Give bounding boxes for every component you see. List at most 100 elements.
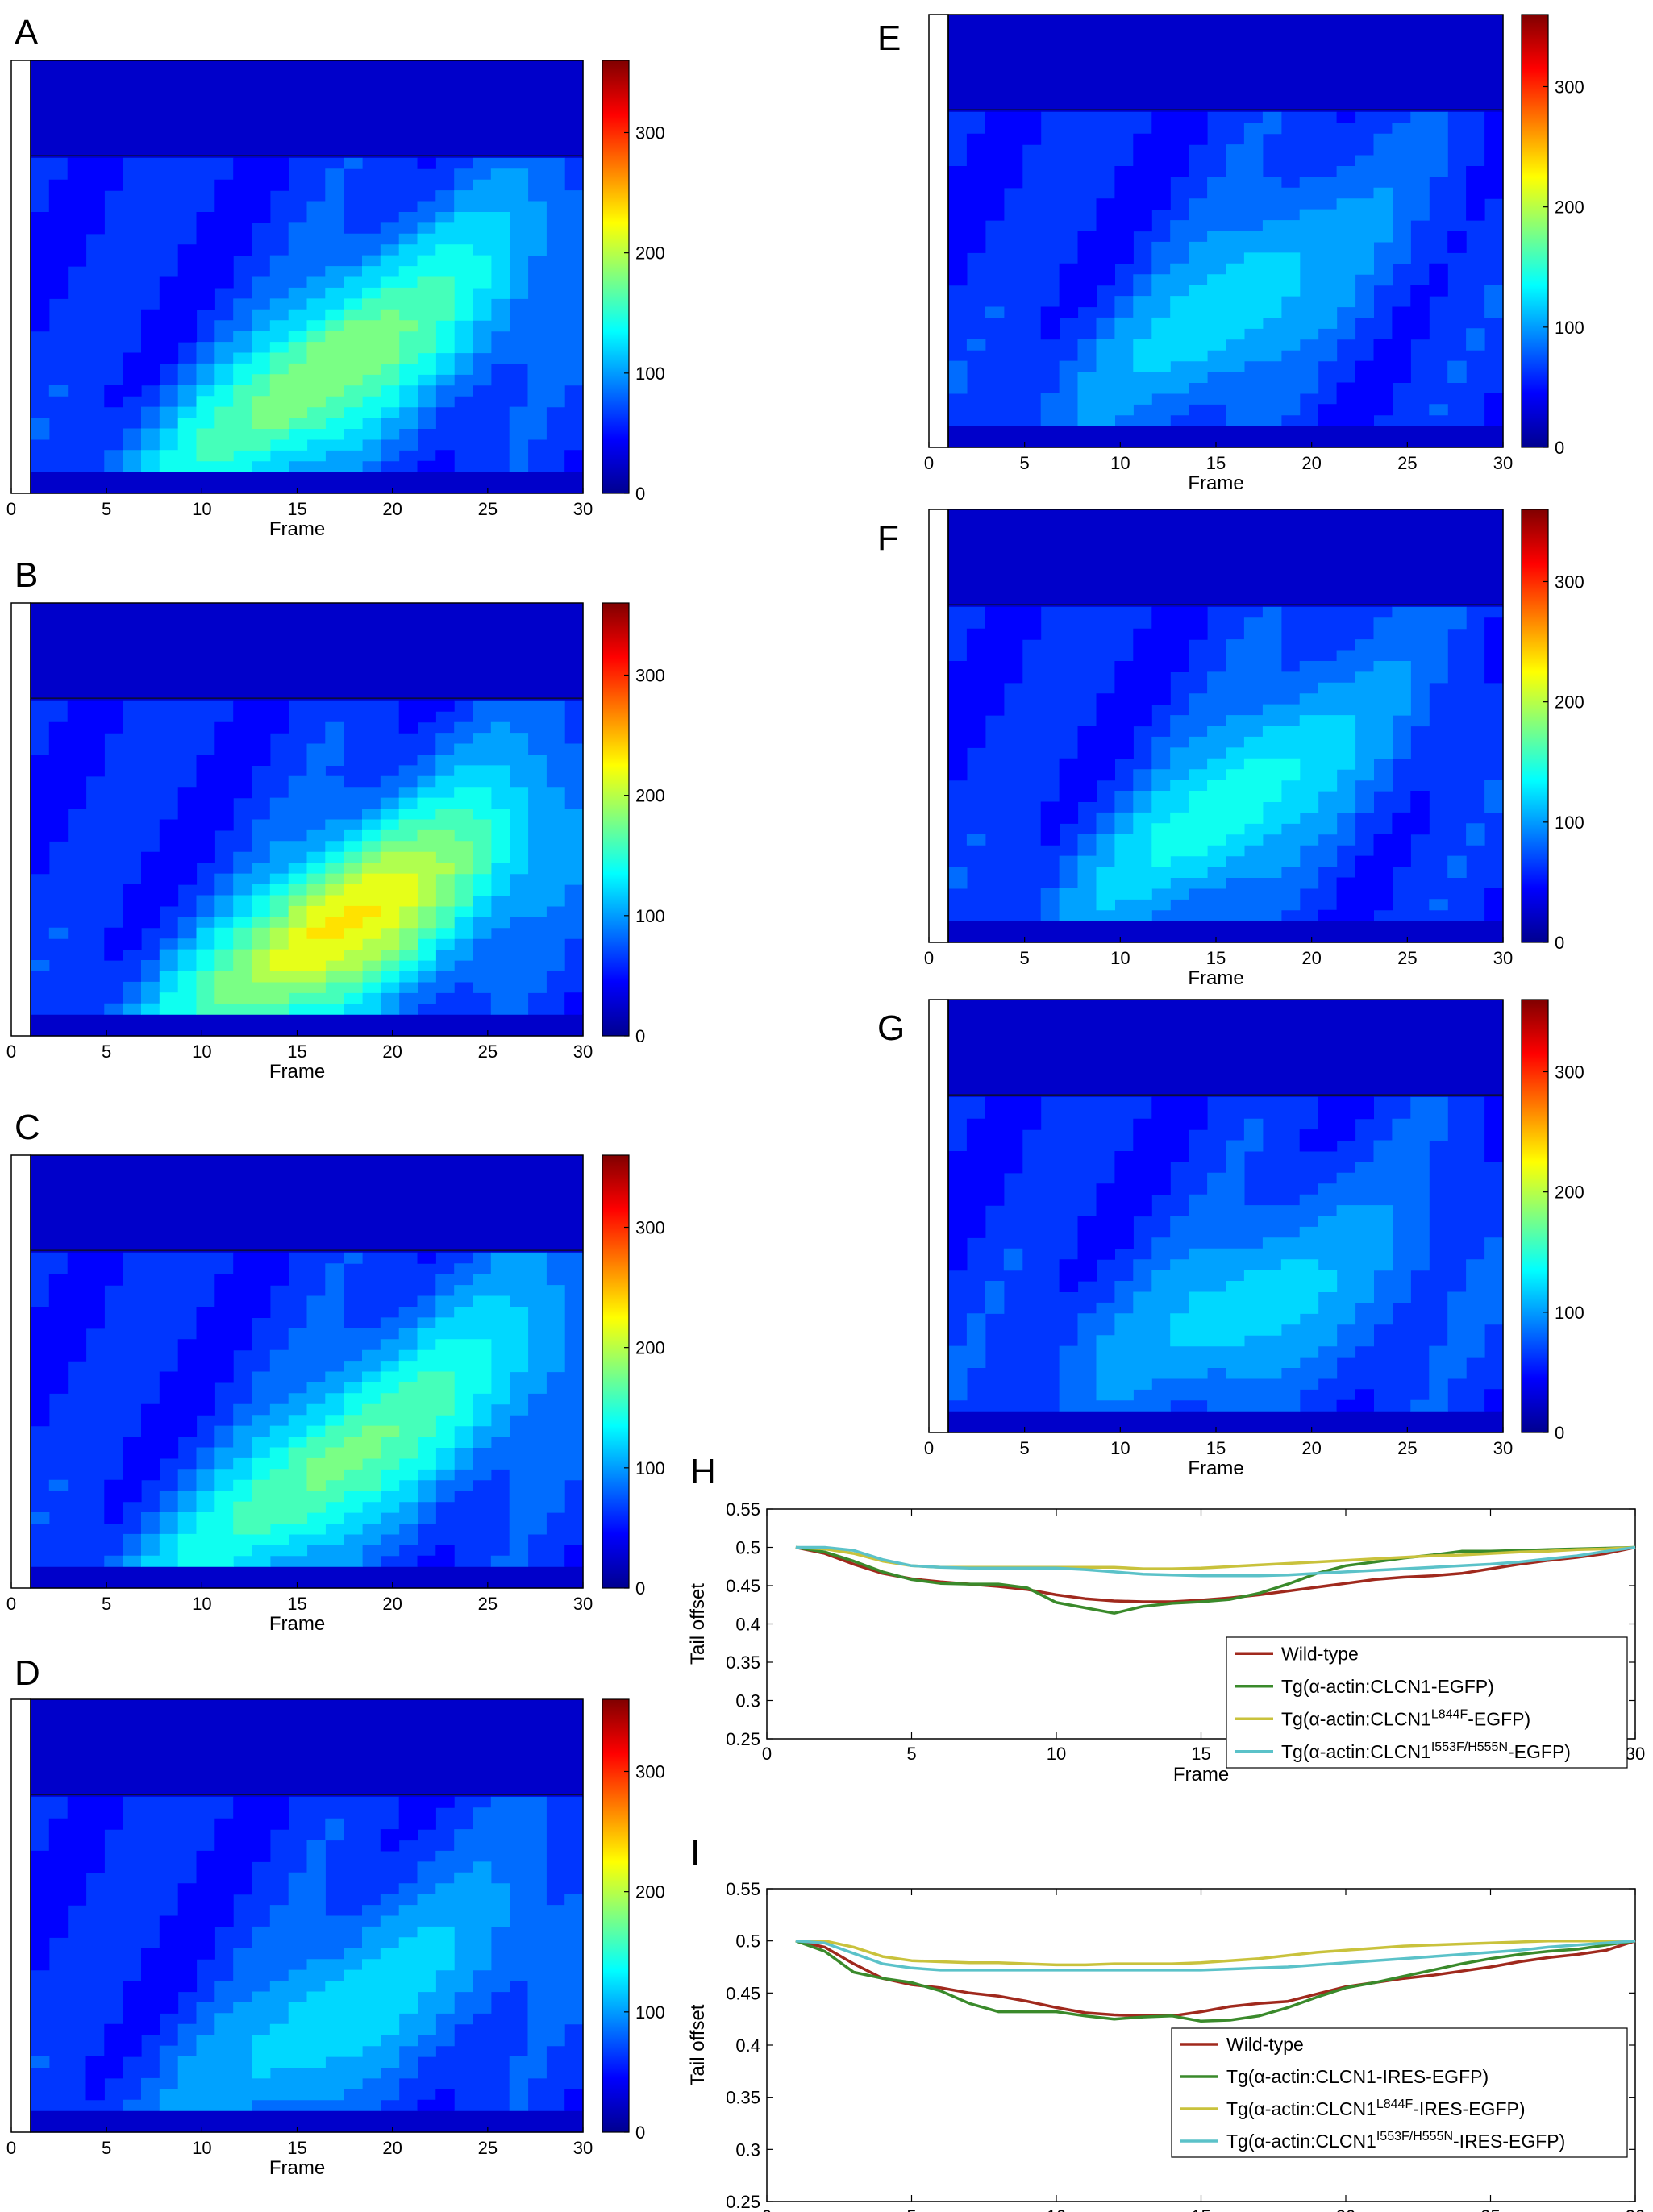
contour-level xyxy=(1059,661,1411,921)
x-tick-label: 10 xyxy=(1047,1744,1066,1764)
contour-level xyxy=(233,1371,455,1535)
colorbar-tick-label: 300 xyxy=(635,123,665,143)
plot-frame xyxy=(30,1698,584,2133)
x-tick-label: 30 xyxy=(573,2138,593,2158)
y-tick-label: 0.45 xyxy=(726,1983,760,2003)
colorbar-tick-label: 200 xyxy=(1555,1183,1584,1203)
contour-level xyxy=(948,509,1504,943)
contour-level xyxy=(948,606,1504,921)
x-axis-label: Frame xyxy=(269,518,325,540)
contour-field xyxy=(948,1000,1504,1433)
legend-box xyxy=(1171,2027,1628,2158)
x-tick-label: 30 xyxy=(573,499,593,519)
x-tick-label: 10 xyxy=(1110,1438,1130,1458)
panel-label: H xyxy=(690,1452,716,1491)
x-tick-label: 20 xyxy=(382,499,402,519)
contour-level xyxy=(31,157,584,472)
legend: Wild-type Tg(α-actin:CLCN1-EGFP) Tg(α-acti… xyxy=(1226,1636,1628,1769)
y-tick-label: 0.55 xyxy=(726,1879,760,1899)
legend: Wild-type Tg(α-actin:CLCN1-IRES-EGFP) Tg(α… xyxy=(1171,2027,1628,2158)
contour-field xyxy=(31,60,584,494)
colorbar xyxy=(1521,509,1549,943)
y-tick-label: 0.4 xyxy=(735,1615,760,1635)
contour-level xyxy=(123,168,547,472)
contour-field xyxy=(31,603,584,1037)
x-axis-label: Frame xyxy=(1173,1764,1229,1786)
colorbar-tick-label: 0 xyxy=(1555,933,1564,953)
series-line xyxy=(795,1939,1636,2023)
contour-level xyxy=(306,905,381,939)
colorbar-tick-label: 200 xyxy=(635,243,665,264)
contour-field xyxy=(948,15,1504,448)
contour-level xyxy=(31,700,584,1015)
contour-level xyxy=(306,1425,400,1491)
x-tick-label: 15 xyxy=(287,2138,306,2158)
x-tick-label: 20 xyxy=(1301,948,1321,968)
colorbar xyxy=(1521,14,1549,448)
colorbar-tick-label: 300 xyxy=(635,666,665,686)
x-axis-label: Frame xyxy=(269,2157,325,2179)
contour-level xyxy=(948,606,1504,921)
contour-level xyxy=(159,1861,510,2111)
contour-level xyxy=(948,1096,1504,1412)
panel-h: 0510152025300.250.30.350.40.450.50.55Fra… xyxy=(687,1452,1645,1786)
contour-level xyxy=(31,700,584,1015)
plot-frame xyxy=(30,602,584,1037)
contour-level xyxy=(31,157,584,472)
colorbar-tick-label: 100 xyxy=(1555,1303,1584,1323)
x-tick-label: 10 xyxy=(192,2138,211,2158)
x-tick-label: 5 xyxy=(1020,453,1030,473)
contour-level xyxy=(1096,715,1356,911)
x-tick-label: 15 xyxy=(1206,1438,1226,1458)
y-tick-label: 0.35 xyxy=(726,1653,760,1673)
colorbar-tick-label: 0 xyxy=(635,484,645,504)
y-tick-label: 0.4 xyxy=(735,2035,760,2056)
contour-field xyxy=(948,509,1504,943)
x-tick-label: 0 xyxy=(6,1042,16,1062)
colorbar-tick-label: 200 xyxy=(1555,198,1584,218)
panel-label: A xyxy=(15,13,39,52)
plot-frame xyxy=(30,1154,584,1589)
colorbar-tick-label: 300 xyxy=(1555,572,1584,592)
x-tick-label: 15 xyxy=(1206,948,1226,968)
contour-level xyxy=(31,157,584,472)
panel-a: 0 5 10 15 20 25 30 Frame A 0 100 200 300 xyxy=(6,13,665,540)
contour-level xyxy=(123,1252,565,1567)
x-tick-label: 10 xyxy=(192,1594,211,1614)
x-tick-label: 10 xyxy=(1110,453,1130,473)
colorbar-tick-label: 100 xyxy=(635,2002,665,2023)
panel-label: D xyxy=(15,1653,40,1693)
x-tick-label: 20 xyxy=(382,2138,402,2158)
colorbar-tick-label: 300 xyxy=(635,1218,665,1238)
white-strip xyxy=(10,1154,31,1589)
x-axis-label: Frame xyxy=(1188,472,1243,494)
series-line xyxy=(795,1939,1635,1967)
x-tick-label: 25 xyxy=(1480,2206,1500,2212)
y-axis-label: Tail offset xyxy=(687,1583,709,1665)
y-tick-label: 0.25 xyxy=(726,1729,760,1749)
contour-level xyxy=(123,721,584,1015)
x-tick-label: 5 xyxy=(102,499,111,519)
series-line xyxy=(795,1545,1636,1615)
colorbar-tick-label: 200 xyxy=(635,786,665,806)
colorbar-tick-label: 0 xyxy=(1555,1423,1564,1443)
panel-g: 0 5 10 15 20 25 30 Frame G 0 100 200 300 xyxy=(877,999,1584,1479)
colorbar-tick-label: 300 xyxy=(635,1762,665,1782)
x-tick-label: 30 xyxy=(1493,948,1513,968)
contour-level xyxy=(948,606,1504,921)
contour-level xyxy=(252,1926,455,2079)
x-tick-label: 25 xyxy=(1397,1438,1417,1458)
colorbar-tick-label: 100 xyxy=(1555,318,1584,338)
contour-field xyxy=(31,1155,584,1589)
series-line xyxy=(795,1939,1636,1972)
contour-level xyxy=(1133,252,1301,372)
contour-level xyxy=(31,1699,584,2133)
x-tick-label: 5 xyxy=(1020,948,1030,968)
x-tick-label: 15 xyxy=(1191,2206,1210,2212)
x-tick-label: 25 xyxy=(478,1594,498,1614)
legend-entry: Tg(α-actin:CLCN1I553F/H555N-IRES-EGFP) xyxy=(1226,2130,1565,2152)
colorbar-tick-label: 200 xyxy=(635,1338,665,1358)
contour-level xyxy=(31,1155,584,1589)
x-tick-label: 5 xyxy=(906,1744,916,1764)
contour-level xyxy=(196,809,492,1015)
